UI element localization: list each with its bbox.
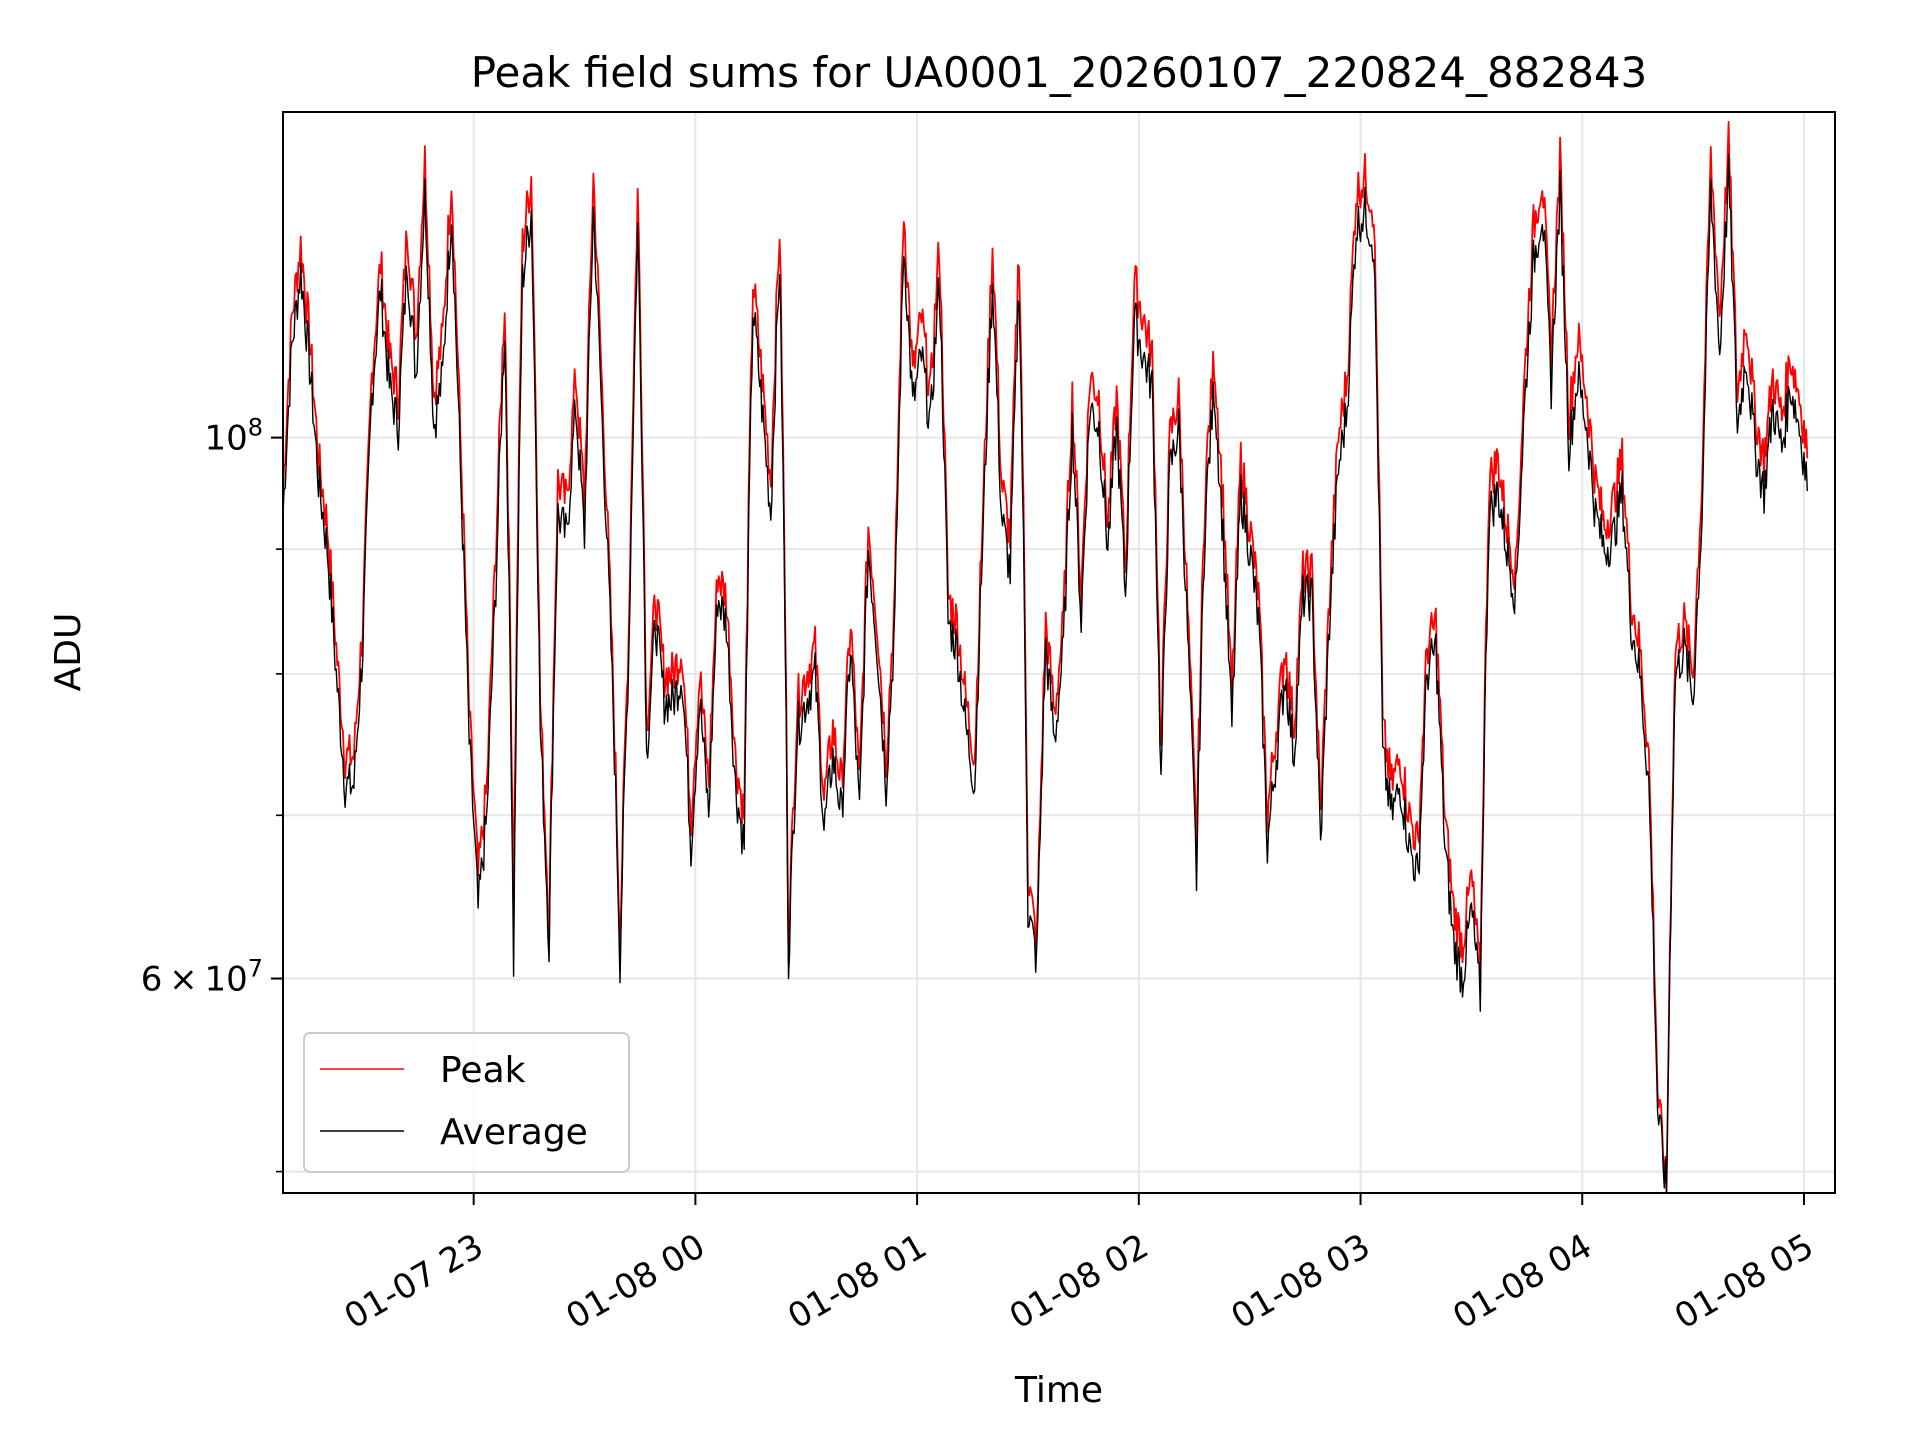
- x-axis-label: Time: [1014, 1370, 1103, 1411]
- y-tick-label: 108: [204, 414, 263, 459]
- y-tick-mantissa: 6: [141, 960, 163, 1000]
- x-tick-label: 01-08 01: [781, 1226, 933, 1337]
- x-tick-label: 01-08 05: [1668, 1226, 1820, 1337]
- legend-peak-label: Peak: [440, 1050, 526, 1091]
- y-tick-exponent: 7: [248, 955, 263, 983]
- plot-area-frame: [282, 111, 1836, 1194]
- legend-box: [303, 1032, 630, 1173]
- y-tick-base: 10: [204, 419, 247, 459]
- legend: Peak Average: [303, 1032, 630, 1173]
- x-tick-label: 01-08 02: [1003, 1226, 1155, 1337]
- series-lines: [282, 120, 1809, 1194]
- x-tick-label: 01-07 23: [338, 1226, 490, 1337]
- x-axis-ticks: 01-07 23 01-08 00 01-08 01 01-08 02 01-08 03…: [338, 1193, 1820, 1337]
- x-tick-label: 01-08 04: [1446, 1226, 1598, 1337]
- x-tick-label: 01-08 03: [1225, 1226, 1377, 1337]
- y-axis-label: ADU: [48, 613, 89, 692]
- y-tick-label: 6 × 107: [141, 955, 263, 1000]
- y-tick-base: 10: [204, 960, 247, 1000]
- y-tick-exponent: 8: [248, 414, 263, 442]
- x-tick-label: 01-08 00: [559, 1226, 711, 1337]
- chart-title: Peak field sums for UA0001_20260107_2208…: [471, 48, 1648, 97]
- grid-lines: [283, 112, 1835, 1193]
- average-series-line: [282, 153, 1808, 1194]
- y-tick-times: ×: [162, 960, 204, 1000]
- legend-average-label: Average: [440, 1112, 588, 1153]
